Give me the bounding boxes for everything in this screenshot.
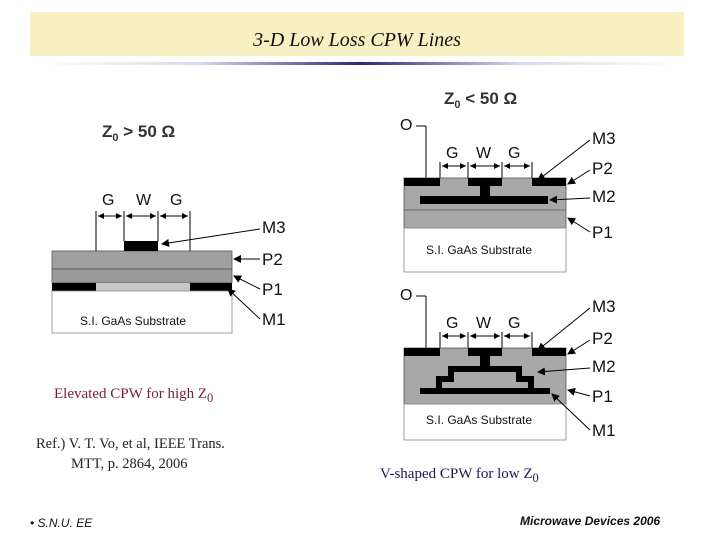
- substrate-label-top: S.I. GaAs Substrate: [426, 243, 532, 257]
- caption-elevated-cpw: Elevated CPW for high Z0: [54, 386, 214, 405]
- layer-p2-bottom: P2: [592, 329, 613, 348]
- title-divider: [40, 62, 680, 65]
- dim-w-bottom: W: [476, 315, 492, 332]
- footer-course: Microwave Devices 2006: [520, 514, 661, 528]
- dim-g1-top: G: [446, 145, 458, 162]
- substrate-label: S.I. GaAs Substrate: [80, 314, 186, 328]
- reference-line-2: MTT, p. 2864, 2006: [71, 456, 188, 472]
- reference: Ref.) V. T. Vo, et al, IEEE Trans. MTT, …: [36, 434, 276, 474]
- elevated-cpw-diagram: Z0 > 50 Ω G W G S.I. GaAs Substrate M3 P…: [51, 122, 286, 334]
- dim-w-top: W: [476, 145, 492, 162]
- layer-p1-bottom: P1: [592, 387, 613, 406]
- impedance-label: Z0 > 50 Ω: [102, 122, 175, 144]
- reference-line-1: Ref.) V. T. Vo, et al, IEEE Trans.: [36, 436, 225, 452]
- layer-m1-bottom: M1: [592, 421, 616, 440]
- dim-g1: G: [102, 192, 114, 209]
- dim-g2-bottom: G: [508, 315, 520, 332]
- dim-w: W: [136, 192, 152, 209]
- layer-m3: M3: [262, 218, 286, 237]
- layer-m2-top: M2: [592, 187, 616, 206]
- layer-m3-top: M3: [592, 129, 616, 148]
- layer-p1-top: P1: [592, 223, 613, 242]
- v-shaped-cpw-diagram-top: Z0 < 50 Ω O G W G S.I. GaAs Substrate M3…: [400, 89, 616, 273]
- layer-m2-bottom: M2: [592, 357, 616, 376]
- dim-g1-bottom: G: [446, 315, 458, 332]
- title-banner: [30, 12, 684, 56]
- layer-m3-bottom: M3: [592, 297, 616, 316]
- footer-institution: • S.N.U. EE: [30, 516, 93, 530]
- substrate-label-bottom: S.I. GaAs Substrate: [426, 413, 532, 427]
- layer-p1: P1: [262, 280, 283, 299]
- dim-g2-top: G: [508, 145, 520, 162]
- o-label-bottom: O: [400, 287, 412, 304]
- layer-m1: M1: [262, 310, 286, 329]
- impedance-label-low: Z0 < 50 Ω: [444, 89, 517, 111]
- o-label-top: O: [400, 117, 412, 134]
- dim-g2: G: [170, 192, 182, 209]
- slide-title: 3-D Low Loss CPW Lines: [253, 29, 461, 51]
- v-shaped-cpw-diagram-bottom: O G W G S.I. GaAs Substrate M3 P2 M2 P1 …: [400, 287, 616, 441]
- caption-v-shaped-cpw: V-shaped CPW for low Z0: [380, 466, 539, 485]
- layer-p2: P2: [262, 250, 283, 269]
- layer-p2-top: P2: [592, 159, 613, 178]
